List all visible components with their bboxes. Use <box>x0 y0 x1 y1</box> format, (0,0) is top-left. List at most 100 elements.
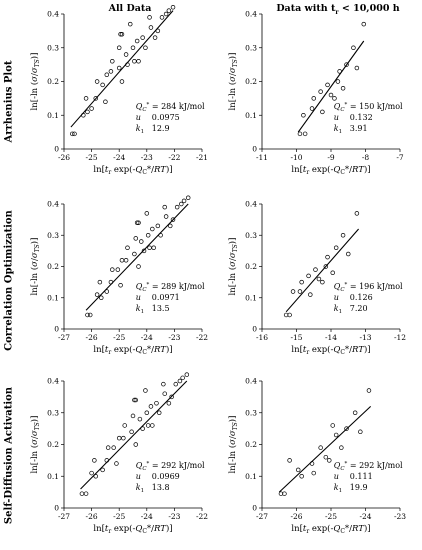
data-point <box>83 491 89 496</box>
xlabel-part: */ <box>147 524 154 534</box>
data-point <box>140 35 145 40</box>
annotation-k-sub: 1 <box>339 488 343 494</box>
xlabel-part: RT <box>351 165 365 175</box>
fit-line <box>85 203 189 311</box>
annotation-q-symbol: Q <box>136 282 143 291</box>
annotation-k1-value: 13.8 <box>152 483 170 492</box>
data-point <box>147 15 152 20</box>
data-point <box>340 233 346 238</box>
annotation-q-symbol: Q <box>136 461 143 470</box>
y-tick-label: 0.1 <box>47 293 59 302</box>
data-point <box>344 62 349 67</box>
data-point <box>108 69 114 74</box>
data-point <box>309 461 315 466</box>
data-point <box>136 58 141 64</box>
xlabel-sub: C <box>142 349 147 356</box>
annotation-k1: k1 13.5 <box>136 304 170 315</box>
y-tick-label: 0.2 <box>245 262 257 271</box>
annotation-u: u 0.132 <box>334 113 373 122</box>
xlabel-part: exp(- <box>111 344 135 355</box>
annotation-q: QC* = 284 kJ/mol <box>136 102 205 113</box>
annotation-u-symbol: u <box>334 113 339 122</box>
y-axis-label: ln[-ln (σ/σTS)] <box>29 416 41 474</box>
data-point <box>339 445 344 450</box>
ylabel-part: σ <box>30 430 40 436</box>
x-axis-label: ln[tr exp(-QC*/RT)] <box>291 164 370 176</box>
x-axis-label: ln[tr exp(-QC*/RT)] <box>291 523 370 535</box>
xlabel-sub: r <box>306 528 309 535</box>
data-point <box>147 245 152 251</box>
y-tick-label: 0.3 <box>245 408 257 417</box>
data-point <box>333 432 339 438</box>
ylabel-part: σ <box>30 261 40 267</box>
x-tick-label: -10 <box>290 153 302 162</box>
x-tick-label: -25 <box>113 333 125 342</box>
data-point <box>301 112 306 118</box>
data-point <box>93 474 98 479</box>
ylabel-part: σ <box>228 439 238 445</box>
xlabel-sub: C <box>142 169 147 176</box>
ylabel-part: σ <box>228 67 238 73</box>
column-title-suffix: < 10,000 h <box>338 3 400 14</box>
y-tick-label: 0.2 <box>47 262 59 271</box>
data-point <box>351 45 356 50</box>
data-point <box>299 279 304 285</box>
xlabel-part: ln[ <box>291 524 303 534</box>
annotation-q: QC* = 196 kJ/mol <box>334 282 403 293</box>
xlabel-part: */ <box>147 345 154 355</box>
xlabel-part: */ <box>345 524 352 534</box>
x-tick-label: -26 <box>58 153 70 162</box>
data-point <box>170 4 176 10</box>
data-point <box>81 112 86 118</box>
data-point <box>340 85 346 91</box>
annotation-q-sup: * <box>147 461 150 467</box>
y-tick-label: 0.2 <box>245 77 257 86</box>
annotation-q-sup: * <box>345 102 348 108</box>
xlabel-part: t <box>303 165 307 175</box>
x-tick-label: -26 <box>86 333 98 342</box>
y-tick-label: 0.3 <box>47 408 59 417</box>
xlabel-part: t <box>105 524 109 534</box>
data-point <box>327 458 332 463</box>
xlabel-sub: C <box>340 169 345 176</box>
annotation-q-value: = 150 kJ/mol <box>347 102 403 111</box>
fit-line <box>80 380 188 490</box>
x-tick-label: -25 <box>113 512 125 521</box>
data-point <box>179 201 184 207</box>
data-point <box>328 92 334 98</box>
data-point <box>150 423 155 428</box>
ylabel-part: )] <box>29 53 40 60</box>
data-point <box>330 270 335 276</box>
data-point <box>70 131 75 137</box>
data-point <box>308 292 313 297</box>
x-axis-label: ln[tr exp(-QC*/RT)] <box>291 344 370 356</box>
data-point <box>108 279 114 285</box>
data-point <box>180 375 185 381</box>
ylabel-part: ln[-ln ( <box>227 267 238 296</box>
data-point <box>139 239 144 244</box>
data-point <box>299 474 304 479</box>
ylabel-part: / <box>228 73 238 76</box>
x-tick-label: -24 <box>141 333 153 342</box>
y-tick-label: 0.1 <box>47 111 59 120</box>
data-point <box>354 211 360 216</box>
ylabel-sub: TS <box>232 244 239 252</box>
ylabel-part: ln[-ln ( <box>29 267 40 296</box>
data-point <box>166 400 172 406</box>
x-tick-label: -26 <box>86 512 98 521</box>
annotation-q-symbol: Q <box>334 461 341 470</box>
data-point <box>316 276 322 282</box>
xlabel-part: ln[ <box>93 345 105 355</box>
ylabel-sub: TS <box>232 422 239 430</box>
annotation-q-sup: * <box>345 282 348 288</box>
xlabel-part: Q <box>333 345 340 355</box>
chart-panel-2: -11 -10 -9 -8 -700.10.20.30.4ln[tr exp(-QC*/… <box>227 10 404 177</box>
data-point <box>83 96 89 101</box>
data-point <box>184 372 190 377</box>
xlabel-part: t <box>303 524 307 534</box>
data-point <box>346 251 351 257</box>
y-axis-label: ln[-ln (σ/σTS)] <box>227 53 239 111</box>
annotation-u-value: 0.0971 <box>152 293 180 302</box>
annotation-u-value: 0.111 <box>350 472 373 481</box>
